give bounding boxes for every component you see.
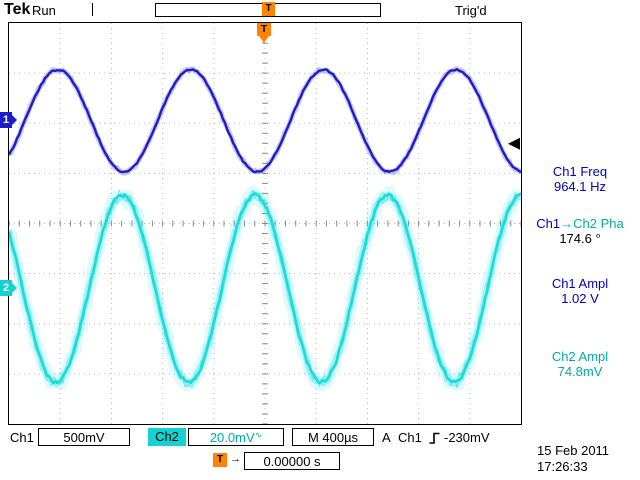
waveform-plot bbox=[9, 23, 521, 424]
trigger-flag-label: T bbox=[257, 23, 271, 36]
measurement-ch1-freq: Ch1 Freq 964.1 Hz bbox=[524, 164, 636, 194]
record-trigger-marker: T bbox=[262, 2, 275, 16]
measurement-ch2-ampl: Ch2 Ampl 74.8mV bbox=[524, 349, 636, 379]
ch2-label: Ch2 bbox=[148, 428, 186, 446]
ch2-scale-value: 20.0mV∿ bbox=[188, 428, 284, 446]
oscilloscope-display: Tek Run T Trig'd T 1 2 Ch1 Freq 964.1 Hz… bbox=[0, 0, 640, 480]
trigger-position-flag: T bbox=[257, 23, 271, 43]
date-text: 15 Feb 2011 bbox=[537, 443, 609, 459]
timebase-value: M 400µs bbox=[292, 428, 374, 446]
datetime-display: 15 Feb 2011 17:26:33 bbox=[537, 443, 609, 475]
measurement-value: 174.6 ° bbox=[524, 231, 636, 246]
topbar-divider bbox=[92, 3, 93, 16]
measurement-label: Ch1→Ch2 Pha bbox=[524, 216, 636, 231]
measurement-label: Ch1 Freq bbox=[524, 164, 636, 179]
measurement-label: Ch2 Ampl bbox=[524, 349, 636, 364]
horizontal-trigger-marker: T bbox=[213, 453, 227, 467]
trigger-status: Trig'd bbox=[455, 3, 487, 18]
top-status-bar: Tek Run T Trig'd bbox=[0, 0, 640, 21]
measurement-value: 1.02 V bbox=[524, 291, 636, 306]
phase-label-src: Ch1 bbox=[536, 216, 560, 231]
trigger-source-label: Ch1 bbox=[398, 430, 422, 445]
trigger-slope-icon bbox=[428, 431, 441, 445]
measurement-value: 74.8mV bbox=[524, 364, 636, 379]
measurement-ch1-ampl: Ch1 Ampl 1.02 V bbox=[524, 276, 636, 306]
right-arrow-icon: → bbox=[230, 453, 241, 465]
trigger-flag-arrow-icon bbox=[259, 36, 269, 43]
ac-coupling-icon: ∿ bbox=[255, 430, 263, 440]
time-text: 17:26:33 bbox=[537, 459, 609, 475]
measurement-ch1-ch2-phase: Ch1→Ch2 Pha 174.6 ° bbox=[524, 216, 636, 246]
trigger-type-label: A bbox=[382, 430, 391, 445]
horizontal-position-value: 0.00000 s bbox=[244, 452, 340, 470]
measurement-value: 964.1 Hz bbox=[524, 179, 636, 194]
phase-label-rest: →Ch2 Pha bbox=[560, 216, 624, 231]
acquisition-state: Run bbox=[32, 3, 56, 18]
ch2-ground-marker: 2 bbox=[0, 280, 12, 296]
ch1-label: Ch1 bbox=[10, 430, 34, 445]
ch2-scale-text: 20.0mV bbox=[210, 430, 255, 445]
graticule bbox=[8, 22, 522, 425]
measurement-label: Ch1 Ampl bbox=[524, 276, 636, 291]
trigger-level-value: -230mV bbox=[444, 430, 490, 445]
ch1-scale-value: 500mV bbox=[38, 428, 130, 446]
ch1-ground-marker: 1 bbox=[0, 112, 12, 128]
tek-logo: Tek bbox=[4, 1, 30, 19]
